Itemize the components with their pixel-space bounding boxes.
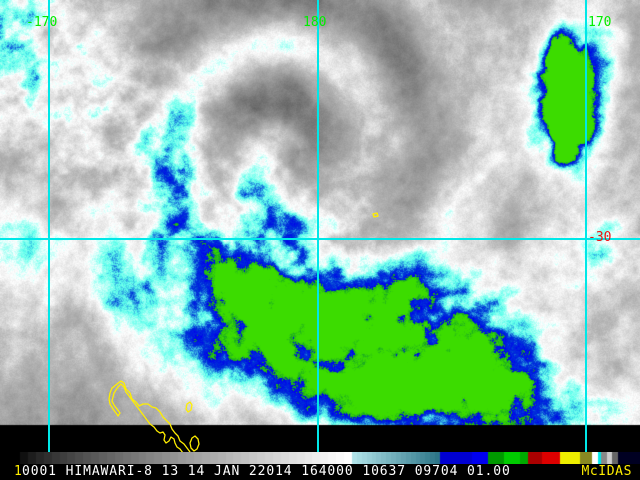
frame-index-label: 1 bbox=[14, 464, 22, 479]
longitude-label-170e: 170 bbox=[588, 15, 612, 30]
satellite-image-canvas bbox=[0, 0, 640, 452]
mcidas-brand-label: McIDAS bbox=[581, 464, 632, 479]
gridline-longitude-170w bbox=[48, 0, 50, 462]
status-line-text: 0001 HIMAWARI-8 13 14 JAN 22014 164000 1… bbox=[22, 464, 511, 479]
latitude-label-30s: -30 bbox=[588, 230, 612, 245]
gridline-longitude-180 bbox=[317, 0, 319, 462]
longitude-label-180: 180 bbox=[303, 15, 327, 30]
gridline-longitude-170e bbox=[585, 0, 587, 462]
gridline-latitude-30s bbox=[0, 238, 640, 240]
bottom-status-bar: 1 0001 HIMAWARI-8 13 14 JAN 22014 164000… bbox=[0, 452, 640, 480]
longitude-label-170w: -170 bbox=[26, 15, 58, 30]
enhancement-colorbar bbox=[0, 452, 640, 464]
